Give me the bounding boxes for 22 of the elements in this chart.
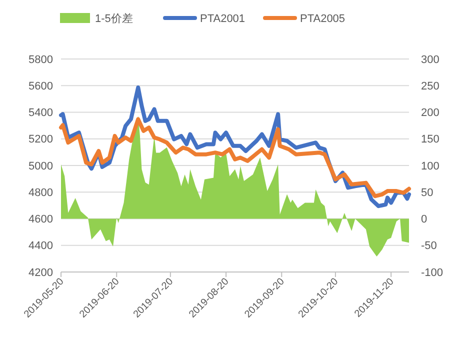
y2-tick-label: 0	[421, 214, 428, 226]
y-tick-label: 5800	[28, 54, 53, 66]
y2-tick-label: 300	[421, 54, 440, 66]
legend-label: PTA2001	[200, 12, 246, 25]
y2-tick-label: 150	[421, 134, 440, 146]
y2-tick-label: 50	[421, 186, 434, 199]
y2-tick-label: 100	[421, 160, 440, 172]
line-series	[59, 117, 411, 198]
y2-tick-label: 250	[421, 80, 440, 92]
y-tick-label: 4600	[28, 214, 53, 226]
y-tick-label: 5600	[28, 80, 53, 92]
y-tick-label: 5000	[28, 160, 53, 172]
legend-label: 1-5价差	[95, 12, 133, 25]
y-tick-label: 5400	[28, 107, 53, 120]
y2-tick-label: 200	[421, 107, 440, 120]
y2-tick-label: -50	[421, 240, 437, 252]
y-tick-label: 5200	[28, 134, 53, 146]
y-tick-label: 4800	[28, 186, 53, 199]
legend-label: PTA2005	[300, 12, 346, 25]
y-tick-label: 4400	[28, 240, 53, 252]
y2-tick-label: -100	[421, 266, 444, 279]
y-tick-label: 4200	[28, 266, 53, 279]
